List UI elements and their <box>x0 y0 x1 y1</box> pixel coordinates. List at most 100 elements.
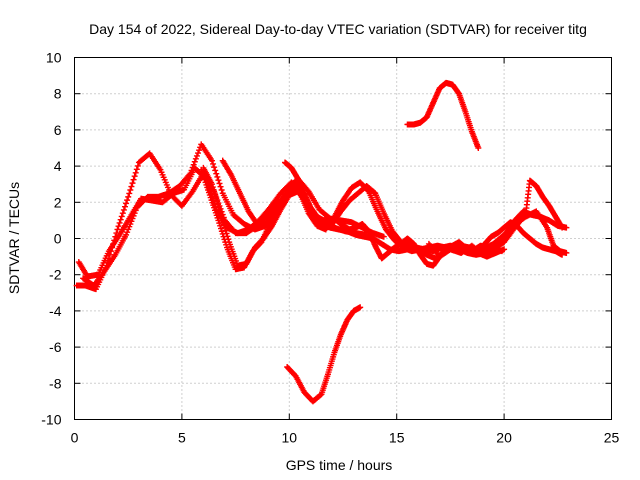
x-tick-label: 20 <box>496 430 512 446</box>
x-tick-label: 5 <box>178 430 186 446</box>
data-point <box>214 201 221 208</box>
series-arc-10 <box>425 177 566 260</box>
data-point <box>225 236 232 243</box>
data-point <box>216 220 223 227</box>
data-point <box>220 218 227 225</box>
data-point <box>559 224 566 231</box>
data-point <box>218 213 225 220</box>
data-point <box>126 190 133 197</box>
data-point <box>216 180 223 187</box>
series-arc-9 <box>284 304 364 405</box>
data-point <box>210 160 217 167</box>
data-points <box>73 79 570 405</box>
y-tick-label: -6 <box>49 339 62 355</box>
data-point <box>217 222 224 229</box>
data-point <box>133 166 140 173</box>
data-point <box>131 173 138 180</box>
data-point <box>189 164 196 171</box>
data-point <box>218 228 225 235</box>
data-point <box>125 193 132 200</box>
x-tick-label: 15 <box>389 430 405 446</box>
data-point <box>195 150 202 157</box>
data-point <box>209 184 216 191</box>
data-point <box>217 225 224 232</box>
series-arc-7 <box>282 159 566 269</box>
data-point <box>215 204 222 211</box>
data-point <box>219 215 226 222</box>
y-tick-label: -2 <box>49 267 62 283</box>
data-point <box>210 186 217 193</box>
y-tick-label: -8 <box>49 375 62 391</box>
data-point <box>127 221 134 228</box>
chart-title: Day 154 of 2022, Sidereal Day-to-day VTE… <box>89 21 587 37</box>
y-tick-label: 4 <box>54 158 62 174</box>
data-point <box>115 223 122 230</box>
data-point <box>501 246 508 253</box>
data-point <box>125 226 132 233</box>
data-point <box>193 152 200 159</box>
data-point <box>214 173 221 180</box>
data-point <box>187 170 194 177</box>
data-point <box>121 203 128 210</box>
data-point <box>128 218 135 225</box>
series-arc-8 <box>404 79 482 151</box>
data-point <box>186 171 193 178</box>
data-point <box>119 210 126 217</box>
data-point <box>221 224 228 231</box>
x-tick-label: 10 <box>282 430 298 446</box>
data-point <box>129 180 136 187</box>
data-point <box>124 229 131 236</box>
y-tick-label: 6 <box>54 122 62 138</box>
data-point <box>218 186 225 193</box>
data-point <box>132 207 139 214</box>
data-point <box>212 167 219 174</box>
y-tick-label: -10 <box>41 412 61 428</box>
data-point <box>190 161 197 168</box>
data-point <box>130 176 137 183</box>
y-tick-label: 0 <box>54 231 62 247</box>
data-point <box>222 227 229 234</box>
data-point <box>129 215 136 222</box>
data-point <box>212 192 219 199</box>
data-point <box>123 200 130 207</box>
series-arc-11 <box>479 208 570 256</box>
data-point <box>211 189 218 196</box>
data-point <box>192 155 199 162</box>
data-point <box>188 167 195 174</box>
data-point <box>213 170 220 177</box>
data-point <box>118 213 125 220</box>
data-point <box>216 207 223 214</box>
data-point <box>128 183 135 190</box>
data-point <box>124 197 131 204</box>
data-point <box>217 210 224 217</box>
y-tick-label: -4 <box>49 303 62 319</box>
data-point <box>208 157 215 164</box>
data-point <box>217 183 224 190</box>
data-point <box>132 169 139 176</box>
y-tick-label: 8 <box>54 86 62 102</box>
data-point <box>191 158 198 165</box>
x-axis: 0 5 10 15 20 25 <box>71 57 619 446</box>
data-point <box>380 233 387 240</box>
data-point <box>215 217 222 224</box>
y-tick-label: 10 <box>46 50 62 66</box>
data-point <box>357 304 364 311</box>
data-point <box>131 210 138 217</box>
data-point <box>223 230 230 237</box>
y-axis-label: SDTVAR / TECUs <box>6 182 22 294</box>
data-point <box>130 212 137 219</box>
data-point <box>215 177 222 184</box>
data-point <box>208 181 215 188</box>
y-tick-label: 2 <box>54 194 62 210</box>
x-axis-label: GPS time / hours <box>286 457 393 473</box>
data-point <box>563 249 570 256</box>
data-point <box>126 223 133 230</box>
data-point <box>214 198 221 205</box>
data-point <box>134 162 141 169</box>
data-point <box>213 195 220 202</box>
x-tick-label: 0 <box>71 430 79 446</box>
data-point <box>224 233 231 240</box>
data-point <box>123 231 130 238</box>
data-point <box>475 145 482 151</box>
